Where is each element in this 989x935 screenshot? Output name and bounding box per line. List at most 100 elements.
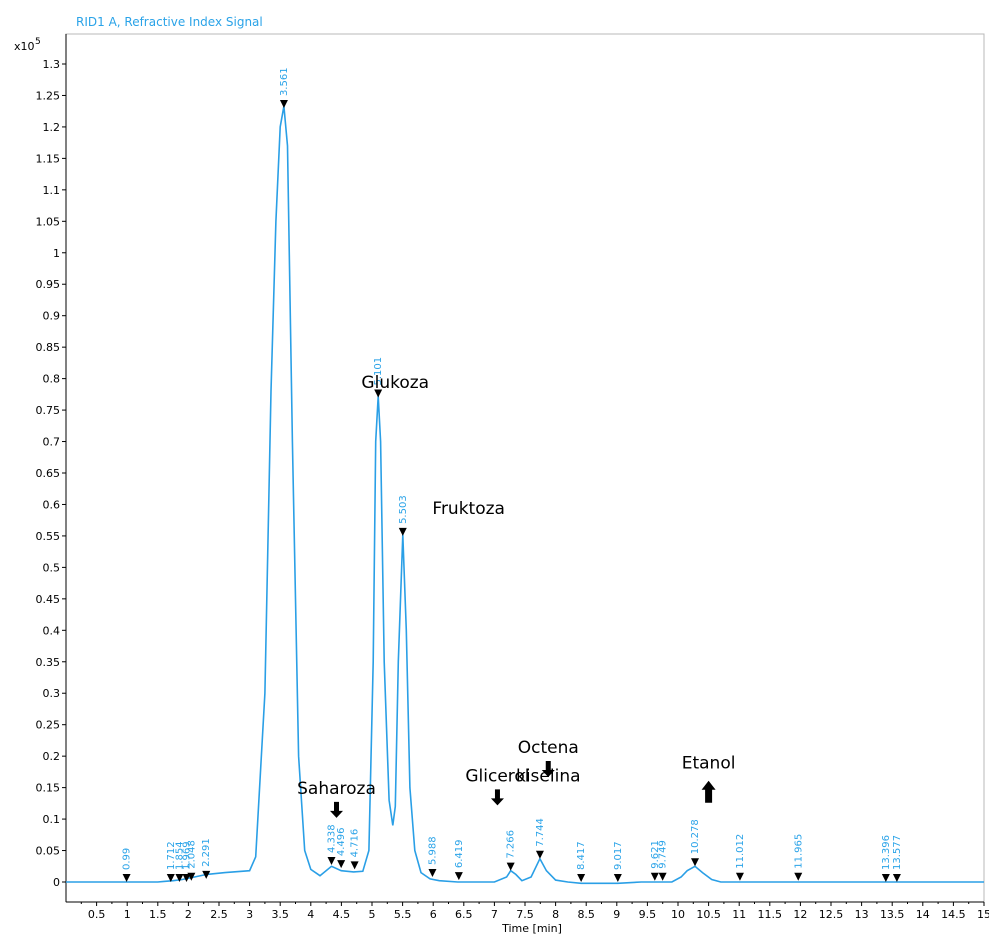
x-tick-label: 3 bbox=[246, 908, 253, 921]
peak-marker bbox=[794, 872, 803, 881]
arrow-down-icon bbox=[330, 801, 344, 818]
peak-marker bbox=[535, 850, 544, 859]
peak-marker bbox=[374, 389, 383, 398]
x-tick-label: 5.5 bbox=[394, 908, 412, 921]
x-tick-label: 14 bbox=[916, 908, 930, 921]
chart-title: RID1 A, Refractive Index Signal bbox=[76, 15, 263, 29]
peak-label: 9.749 bbox=[658, 840, 669, 869]
x-tick-label: 11 bbox=[732, 908, 746, 921]
y-tick-label: 0.05 bbox=[36, 845, 61, 858]
y-tick-label: 0.55 bbox=[36, 530, 61, 543]
y-tick-label: 0.2 bbox=[43, 750, 61, 763]
y-exponent: 5 bbox=[35, 37, 41, 47]
x-tick-label: 10.5 bbox=[696, 908, 721, 921]
y-tick-label: 0.85 bbox=[36, 341, 61, 354]
peak-marker bbox=[398, 527, 407, 536]
peak-label: 9.621 bbox=[650, 840, 661, 869]
y-tick-label: 0.7 bbox=[43, 436, 61, 449]
arrow-down-icon bbox=[490, 789, 504, 806]
signal-trace bbox=[66, 106, 984, 885]
peak-label: 5.988 bbox=[427, 836, 438, 865]
peak-label: 11.012 bbox=[735, 834, 746, 869]
y-ticks: 0 0.05 0.1 0.15 0.2 0.25 0.3 0.35 0.4 0.45 0.5 0.55… bbox=[36, 58, 66, 889]
y-tick-label: 0.95 bbox=[36, 278, 61, 291]
peak-marker bbox=[613, 874, 622, 882]
x-tick-label: 1.5 bbox=[149, 908, 167, 921]
y-tick-label: 0.45 bbox=[36, 593, 61, 606]
peak-marker bbox=[175, 874, 184, 882]
x-tick-label: 7 bbox=[491, 908, 498, 921]
peak-marker bbox=[187, 872, 196, 881]
x-tick-label: 11.5 bbox=[758, 908, 783, 921]
peak-marker bbox=[506, 862, 515, 871]
y-tick-label: 0.65 bbox=[36, 467, 61, 480]
y-tick-label: 0.1 bbox=[43, 813, 61, 826]
x-tick-label: 12 bbox=[793, 908, 807, 921]
x-tick-label: 1 bbox=[124, 908, 131, 921]
peak-label: 2.048 bbox=[186, 840, 197, 869]
annotations: Glukoza Fruktoza Saharoza Glicerol Octena kis… bbox=[297, 373, 735, 818]
x-tick-label: 9 bbox=[613, 908, 620, 921]
y-tick-label: 0.25 bbox=[36, 719, 61, 732]
x-tick-label: 6 bbox=[430, 908, 437, 921]
peak-marker bbox=[691, 858, 700, 867]
y-tick-label: 0.9 bbox=[43, 310, 61, 323]
y-tick-label: 0.3 bbox=[43, 687, 61, 700]
peak-label: 4.338 bbox=[326, 824, 337, 853]
peak-marker bbox=[892, 874, 901, 882]
y-tick-label: 1.05 bbox=[36, 215, 61, 228]
peak-label: 8.417 bbox=[576, 841, 587, 870]
peak-marker bbox=[202, 870, 211, 879]
y-tick-label: 0 bbox=[53, 876, 60, 889]
x-ticks: 0.5 1 1.5 2 2.5 3 3.5 4 4.5 5 5.5 6 6.5 7 7.5 8 8.5 9 9.5 1… bbox=[80, 902, 989, 921]
x-tick-label: 7.5 bbox=[516, 908, 534, 921]
peak-label: 10.278 bbox=[690, 819, 701, 854]
x-tick-label: 5 bbox=[369, 908, 376, 921]
peak-marker bbox=[327, 857, 336, 866]
y-tick-label: 0.75 bbox=[36, 404, 61, 417]
y-tick-label: 0.8 bbox=[43, 373, 61, 386]
x-tick-label: 3.5 bbox=[271, 908, 289, 921]
x-tick-label: 8.5 bbox=[577, 908, 595, 921]
peak-label: 6.419 bbox=[454, 839, 465, 868]
x-tick-label: 8 bbox=[552, 908, 559, 921]
peak-label: 7.266 bbox=[506, 830, 517, 859]
peak-label: 5.503 bbox=[398, 495, 409, 524]
x-tick-label: 12.5 bbox=[819, 908, 844, 921]
y-tick-label: 1.2 bbox=[43, 121, 61, 134]
x-tick-label: 10 bbox=[671, 908, 685, 921]
peak-marker bbox=[122, 874, 131, 882]
y-tick-label: 0.4 bbox=[43, 624, 61, 637]
peak-marker bbox=[735, 872, 744, 881]
y-multiplier: x10 bbox=[14, 40, 35, 53]
y-tick-label: 1.1 bbox=[43, 184, 61, 197]
x-tick-label: 2 bbox=[185, 908, 192, 921]
x-tick-label: 13.5 bbox=[880, 908, 905, 921]
peak-label: 7.744 bbox=[535, 818, 546, 847]
peak-label: 11.965 bbox=[793, 834, 804, 869]
peak-marker bbox=[428, 868, 437, 877]
peak-label: 4.716 bbox=[350, 829, 361, 858]
y-tick-label: 0.15 bbox=[36, 782, 61, 795]
peak-label: 13.577 bbox=[892, 835, 903, 870]
annotation-label: Etanol bbox=[682, 754, 736, 774]
arrow-up-icon bbox=[701, 780, 716, 803]
annotation-label: Glukoza bbox=[361, 373, 429, 393]
peak-marker bbox=[182, 874, 191, 882]
x-tick-label: 9.5 bbox=[639, 908, 657, 921]
peak-label: 1.854 bbox=[174, 841, 185, 870]
y-tick-label: 0.5 bbox=[43, 561, 61, 574]
peak-marker bbox=[577, 874, 586, 882]
peak-label: 4.496 bbox=[336, 828, 347, 857]
peak-label: 1.969 bbox=[182, 841, 193, 870]
arrow-down-icon bbox=[541, 761, 555, 778]
x-axis-label: Time [min] bbox=[501, 922, 562, 935]
y-tick-label: 1.25 bbox=[36, 89, 61, 102]
annotation-label: Octena bbox=[518, 738, 579, 758]
peak-marker bbox=[337, 860, 346, 869]
x-tick-label: 0.5 bbox=[88, 908, 106, 921]
peak-marker bbox=[166, 874, 175, 882]
annotation-label: Fruktoza bbox=[432, 499, 505, 519]
